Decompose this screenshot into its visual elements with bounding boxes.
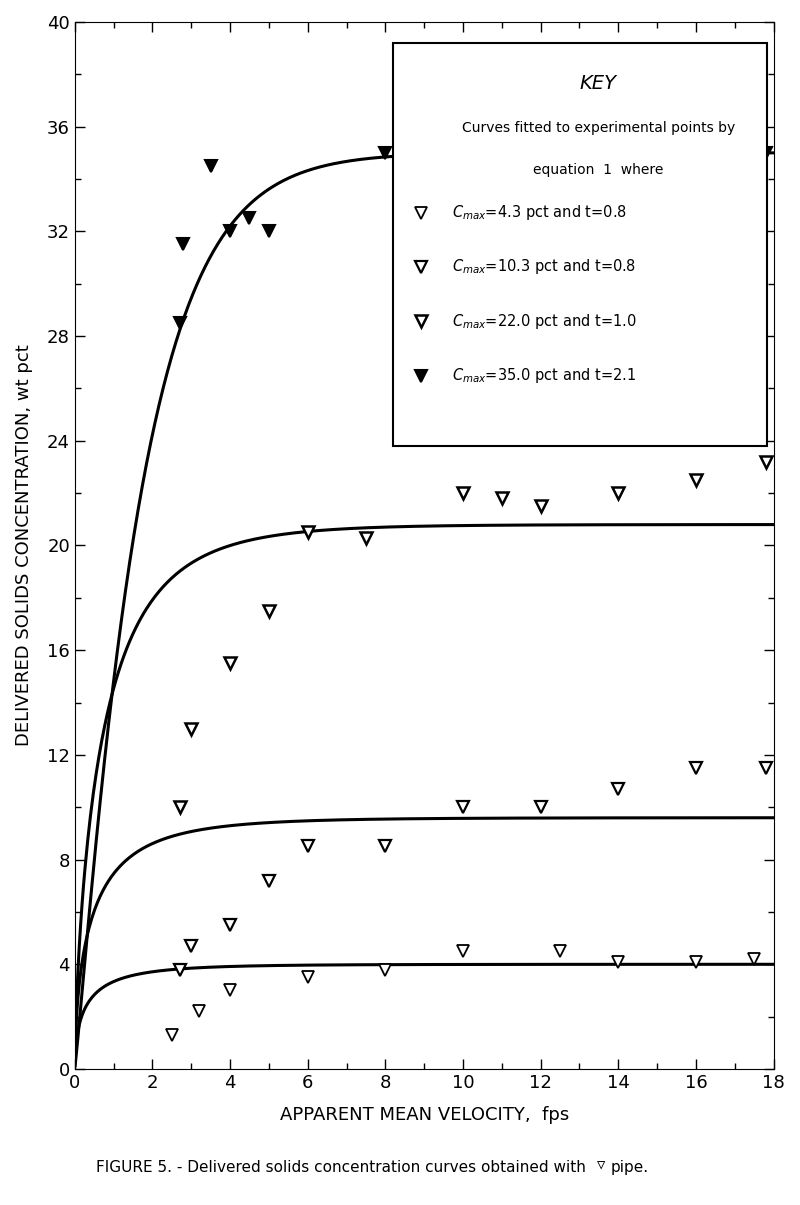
Text: pipe.: pipe. [610,1160,649,1175]
Text: Curves fitted to experimental points by: Curves fitted to experimental points by [462,122,735,135]
Y-axis label: DELIVERED SOLIDS CONCENTRATION, wt pct: DELIVERED SOLIDS CONCENTRATION, wt pct [15,345,33,746]
Text: equation  1  where: equation 1 where [533,164,663,177]
Text: $C_{max}$=4.3 pct and t=0.8: $C_{max}$=4.3 pct and t=0.8 [452,204,627,222]
Text: KEY: KEY [580,75,617,93]
Bar [393,43,766,446]
Text: $\triangledown$: $\triangledown$ [596,1157,606,1175]
X-axis label: APPARENT MEAN VELOCITY,  fps: APPARENT MEAN VELOCITY, fps [279,1106,569,1124]
Text: $C_{max}$=35.0 pct and t=2.1: $C_{max}$=35.0 pct and t=2.1 [452,366,636,386]
Text: $C_{max}$=10.3 pct and t=0.8: $C_{max}$=10.3 pct and t=0.8 [452,258,636,276]
Text: $C_{max}$=22.0 pct and t=1.0: $C_{max}$=22.0 pct and t=1.0 [452,312,637,331]
Text: FIGURE 5. - Delivered solids concentration curves obtained with: FIGURE 5. - Delivered solids concentrati… [96,1160,586,1175]
